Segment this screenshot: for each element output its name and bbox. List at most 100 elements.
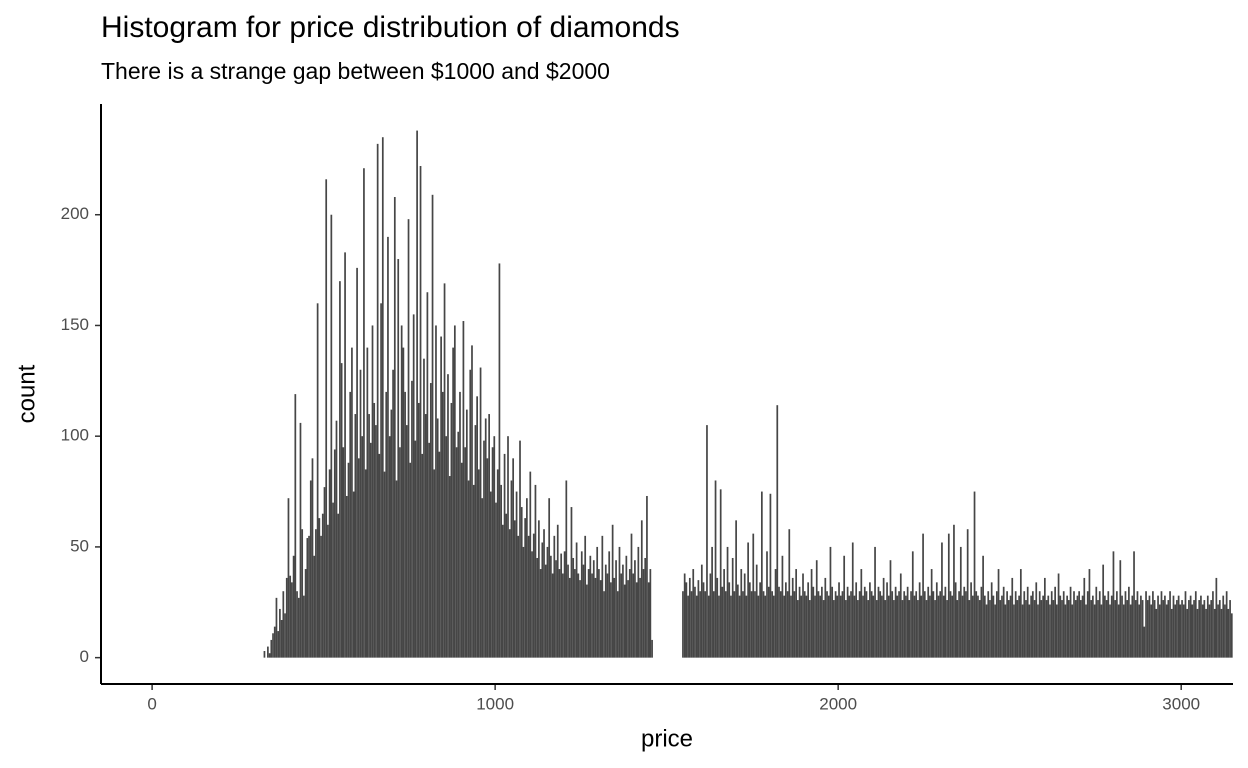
- bar: [567, 564, 569, 658]
- x-tick-label: 2000: [819, 694, 857, 713]
- bar: [932, 591, 935, 658]
- bar: [613, 577, 616, 658]
- bar: [520, 507, 523, 658]
- bar: [1117, 604, 1120, 658]
- bar: [1152, 591, 1154, 658]
- bar: [270, 639, 273, 658]
- bar: [913, 595, 916, 658]
- bar: [575, 542, 578, 658]
- bar: [925, 600, 928, 658]
- x-tick-label: 0: [147, 694, 156, 713]
- bar: [340, 363, 343, 658]
- bar: [848, 595, 851, 658]
- bar: [351, 347, 353, 658]
- bar: [1023, 591, 1026, 658]
- bar: [400, 325, 403, 658]
- bar: [1076, 595, 1079, 658]
- bar: [1121, 595, 1123, 658]
- bar: [292, 555, 295, 658]
- bar: [778, 586, 780, 658]
- bar: [435, 325, 437, 658]
- bar: [800, 595, 803, 658]
- bar: [1110, 595, 1113, 658]
- bar: [517, 535, 520, 658]
- bar: [417, 402, 420, 658]
- bar: [959, 546, 962, 658]
- bar: [939, 591, 942, 658]
- bar: [649, 569, 652, 658]
- bar: [742, 591, 744, 658]
- bar: [285, 577, 288, 658]
- bar: [498, 263, 501, 658]
- bar: [622, 564, 624, 658]
- x-axis-label: price: [641, 725, 693, 752]
- bar: [838, 582, 840, 658]
- bar: [759, 582, 761, 658]
- bar: [1102, 564, 1105, 658]
- bar: [851, 542, 854, 658]
- bar: [572, 557, 575, 658]
- bar: [459, 391, 461, 658]
- bar: [477, 469, 480, 658]
- bar: [887, 595, 890, 658]
- bar: [1004, 604, 1007, 658]
- bar: [296, 591, 298, 658]
- bar: [536, 557, 539, 658]
- bar: [760, 491, 763, 658]
- bar: [455, 447, 458, 658]
- bar: [541, 542, 544, 658]
- bar: [1196, 608, 1199, 658]
- bar: [618, 546, 621, 658]
- bar: [1025, 600, 1027, 658]
- bar: [1068, 600, 1070, 658]
- bar: [1092, 595, 1094, 658]
- bar: [1158, 604, 1161, 658]
- bar: [1174, 604, 1177, 658]
- bar: [896, 595, 899, 658]
- bar: [999, 600, 1002, 658]
- bar: [445, 436, 448, 658]
- bar: [956, 600, 959, 658]
- bar: [922, 533, 924, 658]
- bar: [995, 591, 998, 658]
- bar: [376, 143, 379, 658]
- bar: [983, 595, 986, 658]
- bar: [510, 480, 513, 658]
- bar: [834, 591, 837, 658]
- bar: [1215, 577, 1218, 658]
- bar: [423, 358, 425, 658]
- bar: [1116, 591, 1118, 658]
- bar: [1085, 604, 1087, 658]
- bar: [297, 597, 300, 658]
- bar: [1148, 595, 1151, 658]
- bar: [321, 513, 324, 658]
- bar: [467, 480, 470, 658]
- bar: [438, 451, 441, 658]
- bar: [505, 513, 508, 658]
- bar: [764, 595, 767, 658]
- bar: [304, 569, 307, 658]
- bar: [1062, 591, 1065, 658]
- bar: [1155, 608, 1158, 658]
- bar: [527, 535, 530, 658]
- bar: [953, 524, 955, 658]
- bar: [937, 595, 940, 658]
- bar: [1119, 560, 1122, 658]
- bar: [971, 595, 974, 658]
- bar: [683, 573, 686, 658]
- bar: [1167, 600, 1170, 658]
- bar: [284, 613, 286, 658]
- bar: [592, 560, 595, 658]
- bar: [277, 631, 280, 658]
- bar: [695, 595, 698, 658]
- bar: [927, 586, 930, 658]
- bar: [570, 507, 573, 658]
- bar: [1165, 604, 1168, 658]
- bar: [915, 591, 918, 658]
- bar: [723, 569, 725, 658]
- bar: [692, 569, 695, 658]
- bar: [846, 586, 849, 658]
- bar: [1105, 600, 1108, 658]
- bar: [1140, 595, 1142, 658]
- bar: [791, 577, 794, 658]
